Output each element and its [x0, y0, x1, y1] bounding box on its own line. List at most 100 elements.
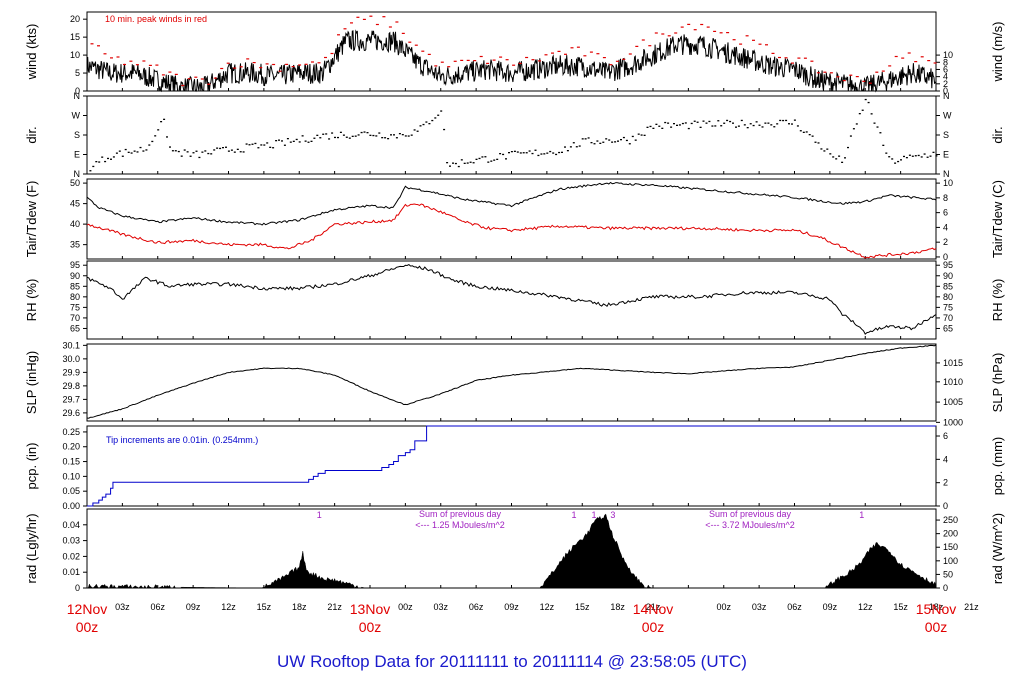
- series-temp-tdew: [86, 203, 937, 259]
- direction-point: [502, 153, 505, 156]
- peak-wind-point: [427, 53, 431, 55]
- peak-wind-point: [888, 65, 892, 67]
- direction-point: [897, 160, 900, 163]
- direction-point: [95, 161, 98, 163]
- direction-point: [581, 138, 584, 140]
- direction-point: [861, 109, 864, 111]
- direction-point: [534, 149, 537, 151]
- x-tick-label: 21z: [964, 602, 979, 612]
- x-tick-label: 09z: [186, 602, 201, 612]
- direction-point: [422, 123, 425, 126]
- direction-point: [684, 122, 687, 124]
- direction-point: [363, 131, 366, 133]
- y2-tick-label: 4: [943, 454, 948, 464]
- y-tick-label: 0.15: [62, 457, 80, 467]
- peak-wind-point: [901, 57, 905, 59]
- direction-point: [599, 142, 602, 144]
- peak-wind-point: [680, 26, 684, 28]
- y2-tick-label: 1010: [943, 377, 963, 387]
- direction-point: [166, 136, 168, 138]
- direction-point: [628, 143, 631, 145]
- x-tick-label: 15z: [893, 602, 908, 612]
- y-tick-label: 80: [70, 292, 80, 302]
- direction-point: [357, 134, 360, 136]
- direction-point: [752, 124, 755, 127]
- x-tick-label: 00z: [716, 602, 731, 612]
- peak-wind-point: [356, 16, 360, 18]
- y-axis-label: Tair/Tdew (F): [24, 181, 39, 258]
- direction-point: [661, 127, 664, 129]
- direction-point: [398, 133, 401, 135]
- direction-point: [239, 151, 242, 153]
- y2-axis-label: dir.: [990, 126, 1005, 143]
- direction-point: [475, 158, 478, 160]
- direction-point: [452, 162, 454, 164]
- direction-point: [481, 156, 484, 158]
- direction-point: [676, 124, 678, 126]
- direction-point: [681, 122, 684, 125]
- direction-point: [540, 153, 543, 155]
- direction-point: [169, 146, 171, 148]
- panel-frame: [86, 178, 937, 260]
- direction-point: [740, 119, 743, 122]
- direction-point: [213, 149, 216, 151]
- direction-point: [702, 120, 705, 122]
- direction-point: [823, 150, 826, 152]
- direction-point: [673, 123, 675, 125]
- rad-day-marker: 1: [859, 510, 864, 520]
- direction-point: [101, 156, 104, 158]
- direction-point: [888, 156, 891, 158]
- direction-point: [401, 134, 404, 136]
- direction-point: [914, 155, 917, 157]
- direction-point: [505, 158, 507, 160]
- direction-point: [325, 133, 328, 135]
- peak-wind-point: [298, 64, 302, 66]
- direction-point: [186, 151, 189, 153]
- x-tick-label: 15z: [257, 602, 272, 612]
- direction-point: [608, 139, 611, 141]
- direction-point: [779, 119, 782, 122]
- direction-point: [870, 113, 873, 115]
- y-tick-label: S: [74, 130, 80, 140]
- direction-point: [419, 125, 422, 127]
- y-tick-label: 0.25: [62, 427, 80, 437]
- peak-wind-point: [920, 56, 924, 58]
- direction-point: [696, 121, 699, 123]
- direction-point: [566, 150, 569, 152]
- peak-wind-point: [434, 65, 438, 67]
- direction-point: [764, 122, 767, 124]
- direction-point: [375, 135, 378, 137]
- direction-point: [776, 123, 779, 125]
- y-tick-label: 0.04: [62, 520, 80, 530]
- direction-point: [802, 131, 805, 133]
- peak-wind-point: [752, 39, 755, 41]
- direction-point: [112, 156, 115, 158]
- direction-point: [469, 161, 472, 163]
- y2-tick-label: 4: [943, 72, 948, 82]
- rad-sum-label: Sum of previous day: [709, 509, 792, 519]
- y-tick-label: 10: [70, 50, 80, 60]
- series-wind: [86, 29, 936, 93]
- peak-wind-point: [181, 84, 185, 87]
- direction-point: [124, 148, 127, 151]
- direction-point: [257, 147, 260, 149]
- direction-point: [183, 149, 186, 151]
- direction-point: [911, 155, 914, 157]
- direction-point: [98, 161, 101, 163]
- direction-point: [847, 146, 849, 149]
- y-tick-label: 70: [70, 313, 80, 323]
- direction-point: [298, 141, 301, 143]
- direction-point: [372, 134, 375, 137]
- y2-tick-label: 0: [943, 86, 948, 96]
- y-tick-label: 29.8: [62, 381, 80, 391]
- y2-tick-label: 8: [943, 57, 948, 67]
- y-tick-label: 90: [70, 271, 80, 281]
- y-tick-label: 29.9: [62, 367, 80, 377]
- direction-point: [572, 142, 575, 144]
- direction-point: [410, 134, 413, 136]
- direction-point: [508, 152, 510, 154]
- direction-point: [227, 150, 230, 152]
- rad-day-marker: 1: [571, 510, 576, 520]
- peak-wind-point: [220, 67, 224, 70]
